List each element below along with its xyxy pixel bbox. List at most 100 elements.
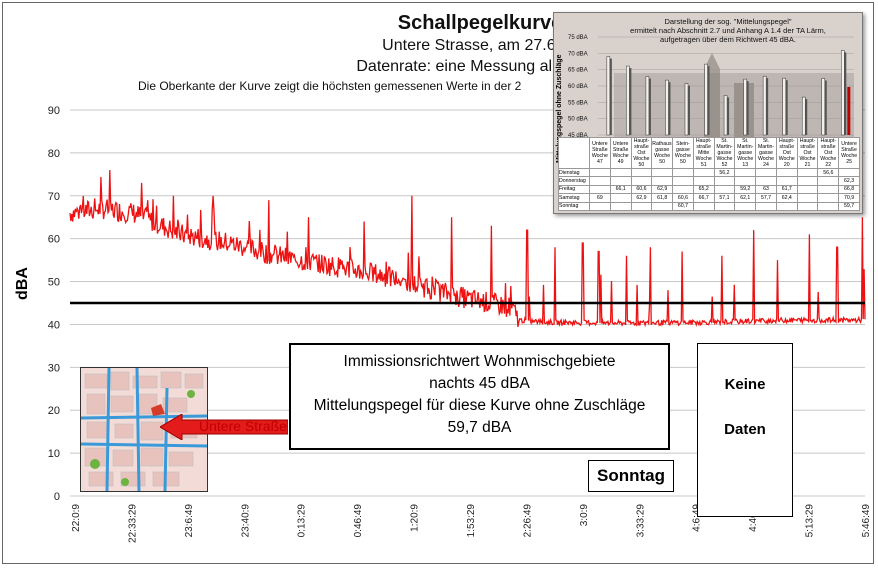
inset-column-header: St. Martin-gasse Woche 13 (734, 137, 757, 169)
inset-table-cell: 66,7 (692, 193, 715, 203)
y-tick-label: 60 (48, 234, 60, 246)
inset-table-cell: 62,3 (838, 176, 860, 186)
x-axis-ticks: 22:0:9 22:33:29 23:6:49 23:40:9 0:13:29 0:46:… (71, 504, 872, 543)
inset-title-line-3: aufgetragen über dem Richtwert 45 dBA. (660, 35, 796, 44)
y-tick-label: 40 (48, 319, 60, 331)
chart-note: Die Oberkante der Kurve zeigt die höchst… (138, 79, 522, 93)
no-data-line-2: Daten (724, 421, 766, 438)
inset-table-cell (755, 176, 777, 186)
inset-row-label: Sonntag (558, 201, 590, 211)
chart-title: Schallpegelkurve (397, 12, 563, 34)
inset-table-cell (755, 201, 777, 211)
x-tick-label: 0:13:29 (297, 504, 308, 538)
inset-table-row: Donnerstag 62,3 (558, 176, 860, 186)
inset-table-cell (817, 193, 840, 203)
info-line-3: Mittelungspegel für diese Kurve ohne Zus… (313, 397, 646, 414)
inset-table-cell (672, 176, 694, 186)
y-tick-label: 20 (48, 405, 60, 417)
inset-table-cell: 56,2 (713, 167, 736, 178)
x-tick-label: 5:46:49 (861, 504, 872, 538)
inset-column-header: Rathaus-gasse Woche 50 (651, 137, 674, 169)
inset-table-cell (796, 193, 819, 203)
inset-bar-shadow (844, 52, 847, 135)
inset-bar-chart: 75 dBA 70 dBA 65 dBA 60 dBA 55 dBA 50 dBA 45 d… (553, 12, 863, 214)
inset-bar-shadow (727, 97, 730, 135)
inset-table-cell (672, 184, 694, 195)
inset-table-row: Freitag 66,1 60,6 62,9 65,2 59,2 63 61,7 66,8 (558, 184, 860, 195)
inset-table-cell (672, 167, 694, 178)
inset-table-cell (713, 201, 736, 211)
inset-table-cell: 60,7 (672, 201, 694, 211)
inset-bar-shadow (668, 82, 671, 135)
inset-bar-shadow (609, 58, 612, 135)
x-tick-label: 22:0:9 (71, 504, 82, 532)
inset-table-cell (609, 193, 632, 203)
x-tick-label: 2:26:49 (522, 504, 533, 538)
inset-table-cell (775, 201, 798, 211)
inset-table-cell (630, 201, 653, 211)
inset-column-header: Untere Straße Woche 47 (589, 137, 611, 169)
inset-bar (606, 56, 611, 136)
y-axis-ticks: 0 10 20 30 40 50 60 70 80 90 (48, 105, 60, 503)
map-street-label: Untere Straße (199, 418, 287, 434)
inset-table-cell (734, 201, 757, 211)
inset-column-header: St. Martin-gasse Woche 24 (755, 137, 777, 169)
y-tick-label: 90 (48, 105, 60, 117)
inset-table-cell (734, 176, 757, 186)
chart-subtitle-rate: Datenrate: eine Messung alle zehn (356, 58, 604, 75)
x-tick-label: 1:53:29 (466, 504, 477, 538)
inset-table-cell (817, 176, 840, 186)
inset-table-cell: 69 (589, 193, 611, 203)
inset-title: Darstellung der sog. "Mittelungspegel" e… (598, 17, 858, 44)
inset-y-tick-label: 50 dBA (568, 117, 588, 123)
inset-table-cell: 60,6 (630, 184, 653, 195)
inset-table-cell: 59,2 (734, 184, 757, 195)
inset-table-cell: 60,6 (672, 193, 694, 203)
inset-table-cell (589, 201, 611, 211)
inset-table-row: Samstag 69 62,9 61,8 60,6 66,7 57,1 62,1 57,7 62,… (558, 193, 860, 203)
inset-table-cell (796, 167, 819, 178)
inset-table-cell (630, 167, 653, 178)
series-line (69, 169, 866, 328)
inset-bar-shadow (785, 80, 788, 135)
inset-bar-shadow (766, 78, 769, 135)
inset-bar (743, 78, 747, 136)
inset-table-cell (651, 176, 674, 186)
inset-table-cell (609, 201, 632, 211)
info-line-2: nachts 45 dBA (429, 375, 530, 392)
inset-table-cell: 62,9 (630, 193, 653, 203)
inset-table-row: Dienstag 56,2 56,6 (558, 167, 860, 178)
inset-bar-shadow (746, 81, 749, 135)
inset-table-cell (775, 167, 798, 178)
inset-row-label: Donnerstag (558, 176, 590, 186)
inset-column-header: Untere Straße Woche 25 (838, 137, 860, 169)
inset-table-cell (692, 167, 715, 178)
inset-table-cell (755, 167, 777, 178)
y-tick-label: 0 (54, 491, 60, 503)
inset-bar (723, 95, 728, 136)
no-data-box: Keine Daten (697, 343, 793, 517)
inset-table-cell (692, 176, 715, 186)
inset-bars (606, 50, 851, 136)
inset-bar-shadow (648, 78, 651, 135)
inset-table-cell (796, 184, 819, 195)
inset-column-header: Haupt-straße Ost Woche 20 (775, 137, 798, 169)
y-tick-label: 10 (48, 448, 60, 460)
inset-highlight-bar (847, 86, 851, 135)
inset-bar (665, 79, 669, 136)
inset-table-cell: 61,8 (651, 193, 674, 203)
inset-table-cell: 66,1 (609, 184, 632, 195)
x-tick-label: 4:40:9 (748, 504, 759, 532)
inset-table-cell (651, 201, 674, 211)
x-tick-label: 22:33:29 (127, 504, 138, 543)
x-tick-label: 3:0:9 (579, 504, 590, 527)
y-tick-label: 30 (48, 362, 60, 374)
inset-y-tick-label: 65 dBA (568, 68, 588, 74)
arrow-left-icon (160, 414, 288, 440)
inset-table-cell: 63 (755, 184, 777, 195)
inset-title-line-1: Darstellung der sog. "Mittelungspegel" (664, 17, 792, 26)
inset-table-cell (775, 176, 798, 186)
y-axis-label: dBA (14, 267, 31, 300)
